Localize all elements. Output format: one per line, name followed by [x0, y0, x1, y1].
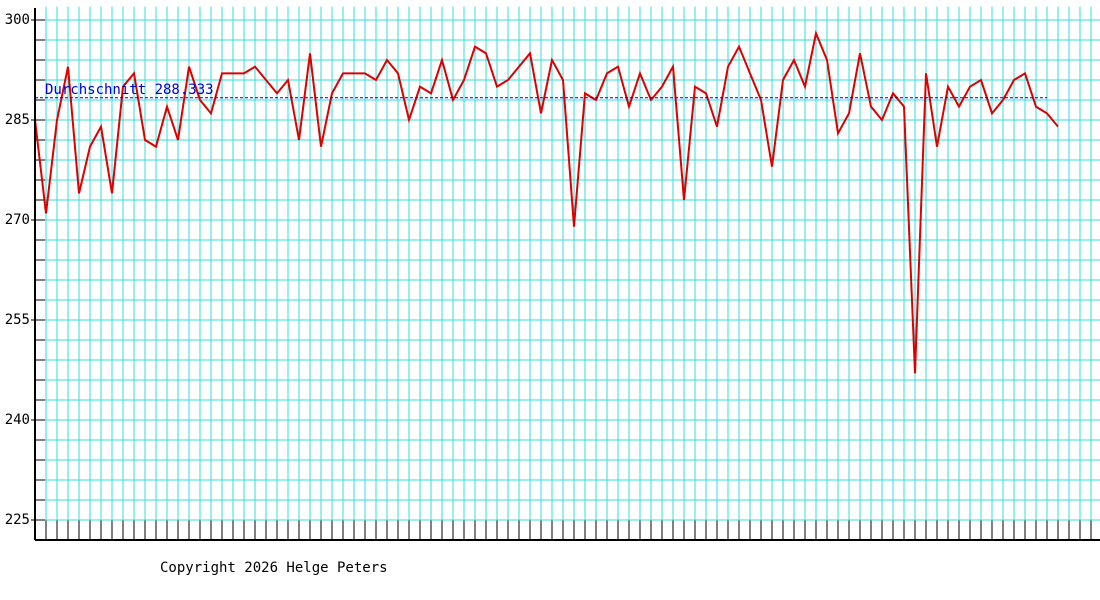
average-label: Durchschnitt 288.333 [45, 82, 214, 98]
marks: Durchschnitt 288.333 [34, 29, 1059, 374]
footer: Copyright 2026 Helge Peters [160, 560, 388, 576]
y-tick-label: 255 [5, 312, 30, 328]
y-tick-label: 300 [5, 12, 30, 28]
y-tick-label: 225 [5, 512, 30, 528]
y-tick-label: 270 [5, 212, 30, 228]
y-tick-label: 240 [5, 412, 30, 428]
y-tick-label: 285 [5, 112, 30, 128]
data-line [34, 29, 1059, 374]
